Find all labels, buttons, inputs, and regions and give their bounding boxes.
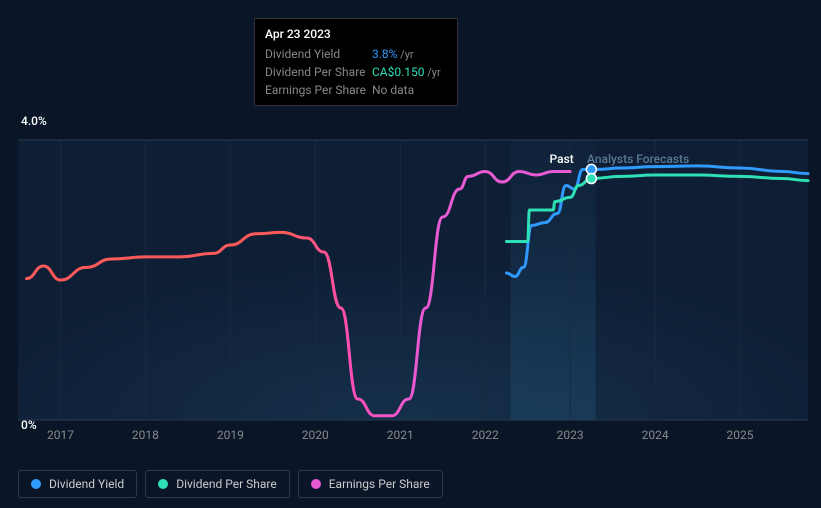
tooltip-date: Apr 23 2023 [265,25,447,45]
chart-legend: Dividend Yield Dividend Per Share Earnings… [18,470,443,498]
legend-label: Dividend Per Share [176,477,277,491]
x-axis-label: 2018 [132,428,159,442]
x-axis-label: 2022 [472,428,499,442]
chart-tooltip: Apr 23 2023 Dividend Yield3.8% /yrDivide… [254,18,458,106]
legend-item-dividend-per-share[interactable]: Dividend Per Share [145,470,290,498]
tooltip-row-value: No data [372,81,447,99]
dividend-chart: 4.0% 0% 2017 2018 2019 2020 2021 2022 2023 2024 2… [0,100,821,460]
x-axis-label: 2025 [727,428,754,442]
y-axis-label: 0% [21,418,37,432]
legend-dot-icon [158,479,168,489]
chart-annotation: Analysts Forecasts [587,152,689,166]
tooltip-row-value: CA$0.150 /yr [372,63,447,81]
tooltip-row-label: Earnings Per Share [265,81,372,99]
legend-dot-icon [31,479,41,489]
x-axis-label: 2024 [642,428,669,442]
chart-svg [0,100,821,460]
tooltip-row-label: Dividend Per Share [265,63,372,81]
legend-item-earnings-per-share[interactable]: Earnings Per Share [298,470,443,498]
x-axis-label: 2023 [557,428,584,442]
chart-annotation: Past [550,152,574,166]
tooltip-row-label: Dividend Yield [265,45,372,63]
x-axis-label: 2017 [47,428,74,442]
x-axis-label: 2020 [302,428,329,442]
tooltip-row-value: 3.8% /yr [372,45,447,63]
x-axis-label: 2019 [217,428,244,442]
legend-item-dividend-yield[interactable]: Dividend Yield [18,470,137,498]
legend-label: Earnings Per Share [329,477,430,491]
x-axis-label: 2021 [387,428,414,442]
y-axis-label: 4.0% [21,114,47,128]
legend-label: Dividend Yield [49,477,124,491]
legend-dot-icon [311,479,321,489]
